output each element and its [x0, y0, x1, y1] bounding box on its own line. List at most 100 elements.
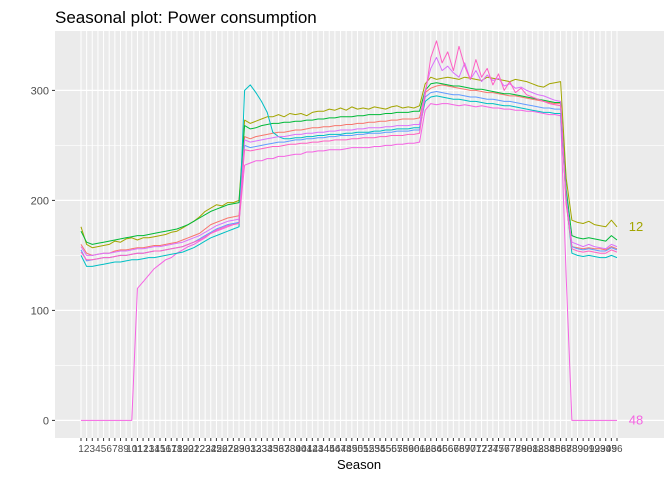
- x-tick-label: 55: [380, 444, 392, 455]
- y-tick-label: 200: [31, 195, 49, 207]
- x-tick-label: 68: [453, 444, 465, 455]
- chart-title: Seasonal plot: Power consumption: [55, 8, 317, 27]
- x-tick-label: 24: [205, 444, 217, 455]
- x-tick-label: 61: [414, 444, 426, 455]
- series-lines: [80, 40, 618, 421]
- x-tick-label: 7: [112, 444, 118, 455]
- x-tick-label: 25: [211, 444, 223, 455]
- y-tick-label: 300: [31, 85, 49, 97]
- x-tick-label: 18: [171, 444, 183, 455]
- x-tick-label: 57: [391, 444, 403, 455]
- series-line-7: [80, 56, 618, 256]
- series-line-1: [80, 76, 618, 249]
- x-tick-label: 84: [544, 444, 556, 455]
- x-tick-label: 45: [324, 444, 336, 455]
- x-tick-label: 77: [504, 444, 516, 455]
- x-tick-label: 10: [126, 444, 138, 455]
- x-tick-label: 66: [442, 444, 454, 455]
- x-tick-label: 41: [301, 444, 313, 455]
- x-tick-label: 4: [95, 444, 101, 455]
- x-tick-label: 82: [532, 444, 544, 455]
- x-tick-label: 91: [583, 444, 595, 455]
- x-tick-label: 35: [267, 444, 279, 455]
- grid-lines: [55, 31, 664, 438]
- x-tick-label: 49: [346, 444, 358, 455]
- x-tick-label: 11: [132, 444, 143, 455]
- x-tick-label: 93: [595, 444, 607, 455]
- x-tick-label: 37: [279, 444, 291, 455]
- plot-panel: [55, 31, 664, 438]
- x-tick-label: 79: [516, 444, 528, 455]
- x-tick-label: 38: [284, 444, 296, 455]
- x-tick-label: 83: [538, 444, 550, 455]
- x-tick-label: 40: [295, 444, 307, 455]
- x-tick-label: 8: [118, 444, 124, 455]
- x-tick-label: 90: [578, 444, 590, 455]
- x-tick-label: 44: [318, 444, 330, 455]
- series-line-3: [80, 84, 618, 256]
- x-tick-label: 70: [465, 444, 477, 455]
- x-tick-label: 28: [228, 444, 240, 455]
- x-tick-label: 20: [183, 444, 195, 455]
- x-tick-label: 92: [589, 444, 601, 455]
- x-tick-label: 96: [611, 444, 623, 455]
- x-tick-label: 52: [363, 444, 375, 455]
- x-tick-label: 30: [239, 444, 251, 455]
- y-tick-label: 100: [31, 305, 49, 317]
- x-tick-label: 26: [216, 444, 228, 455]
- x-tick-label: 65: [437, 444, 449, 455]
- x-tick-label: 1: [78, 444, 84, 455]
- x-tick-label: 85: [549, 444, 561, 455]
- x-tick-label: 42: [307, 444, 319, 455]
- x-tick-label: 34: [262, 444, 274, 455]
- series-end-label-2: 48: [629, 412, 643, 427]
- series-end-label-1: 12: [629, 219, 643, 234]
- x-tick-label: 64: [431, 444, 443, 455]
- series-end-labels: 12 48: [629, 219, 643, 428]
- x-tick-label: 60: [408, 444, 420, 455]
- x-tick-label: 58: [397, 444, 409, 455]
- x-tick-label: 67: [448, 444, 460, 455]
- x-tick-label: 73: [482, 444, 494, 455]
- x-tick-label: 86: [555, 444, 567, 455]
- x-tick-label: 9: [123, 444, 129, 455]
- x-tick-label: 23: [200, 444, 212, 455]
- x-tick-label: 71: [470, 444, 482, 455]
- x-tick-label: 2: [84, 444, 90, 455]
- x-tick-label: 14: [149, 444, 161, 455]
- x-tick-label: 74: [487, 444, 499, 455]
- series-line-2: [81, 103, 617, 421]
- x-tick-label: 78: [510, 444, 522, 455]
- x-tick-label: 36: [273, 444, 285, 455]
- x-tick-label: 16: [160, 444, 172, 455]
- x-tick-label: 29: [233, 444, 245, 455]
- x-tick-label: 53: [369, 444, 381, 455]
- x-tick-label: 62: [420, 444, 432, 455]
- x-tick-label: 13: [143, 444, 155, 455]
- x-tick-label: 54: [374, 444, 386, 455]
- x-tick-label: 33: [256, 444, 268, 455]
- series-line-8: [80, 40, 618, 261]
- x-tick-label: 19: [177, 444, 189, 455]
- x-tick-label: 89: [572, 444, 584, 455]
- x-tick-label: 76: [499, 444, 511, 455]
- x-tick-label: 43: [312, 444, 324, 455]
- y-axis: 0 100 200 300: [31, 85, 55, 427]
- x-tick-label: 5: [101, 444, 107, 455]
- x-axis: 1 2 3 4 5 6 7 8 91011121314151617181920212223242…: [78, 438, 623, 455]
- x-tick-label: 50: [352, 444, 364, 455]
- series-line-5: [80, 84, 618, 267]
- x-tick-label: 22: [194, 444, 206, 455]
- x-tick-label: 3: [90, 444, 96, 455]
- x-tick-label: 32: [250, 444, 262, 455]
- x-tick-label: 75: [493, 444, 505, 455]
- x-tick-label: 31: [245, 444, 257, 455]
- x-tick-label: 72: [476, 444, 488, 455]
- x-axis-title: Season: [337, 457, 381, 472]
- x-tick-label: 6: [106, 444, 112, 455]
- x-tick-label: 63: [425, 444, 437, 455]
- x-tick-label: 21: [188, 444, 200, 455]
- x-tick-label: 51: [358, 444, 370, 455]
- x-tick-label: 94: [600, 444, 612, 455]
